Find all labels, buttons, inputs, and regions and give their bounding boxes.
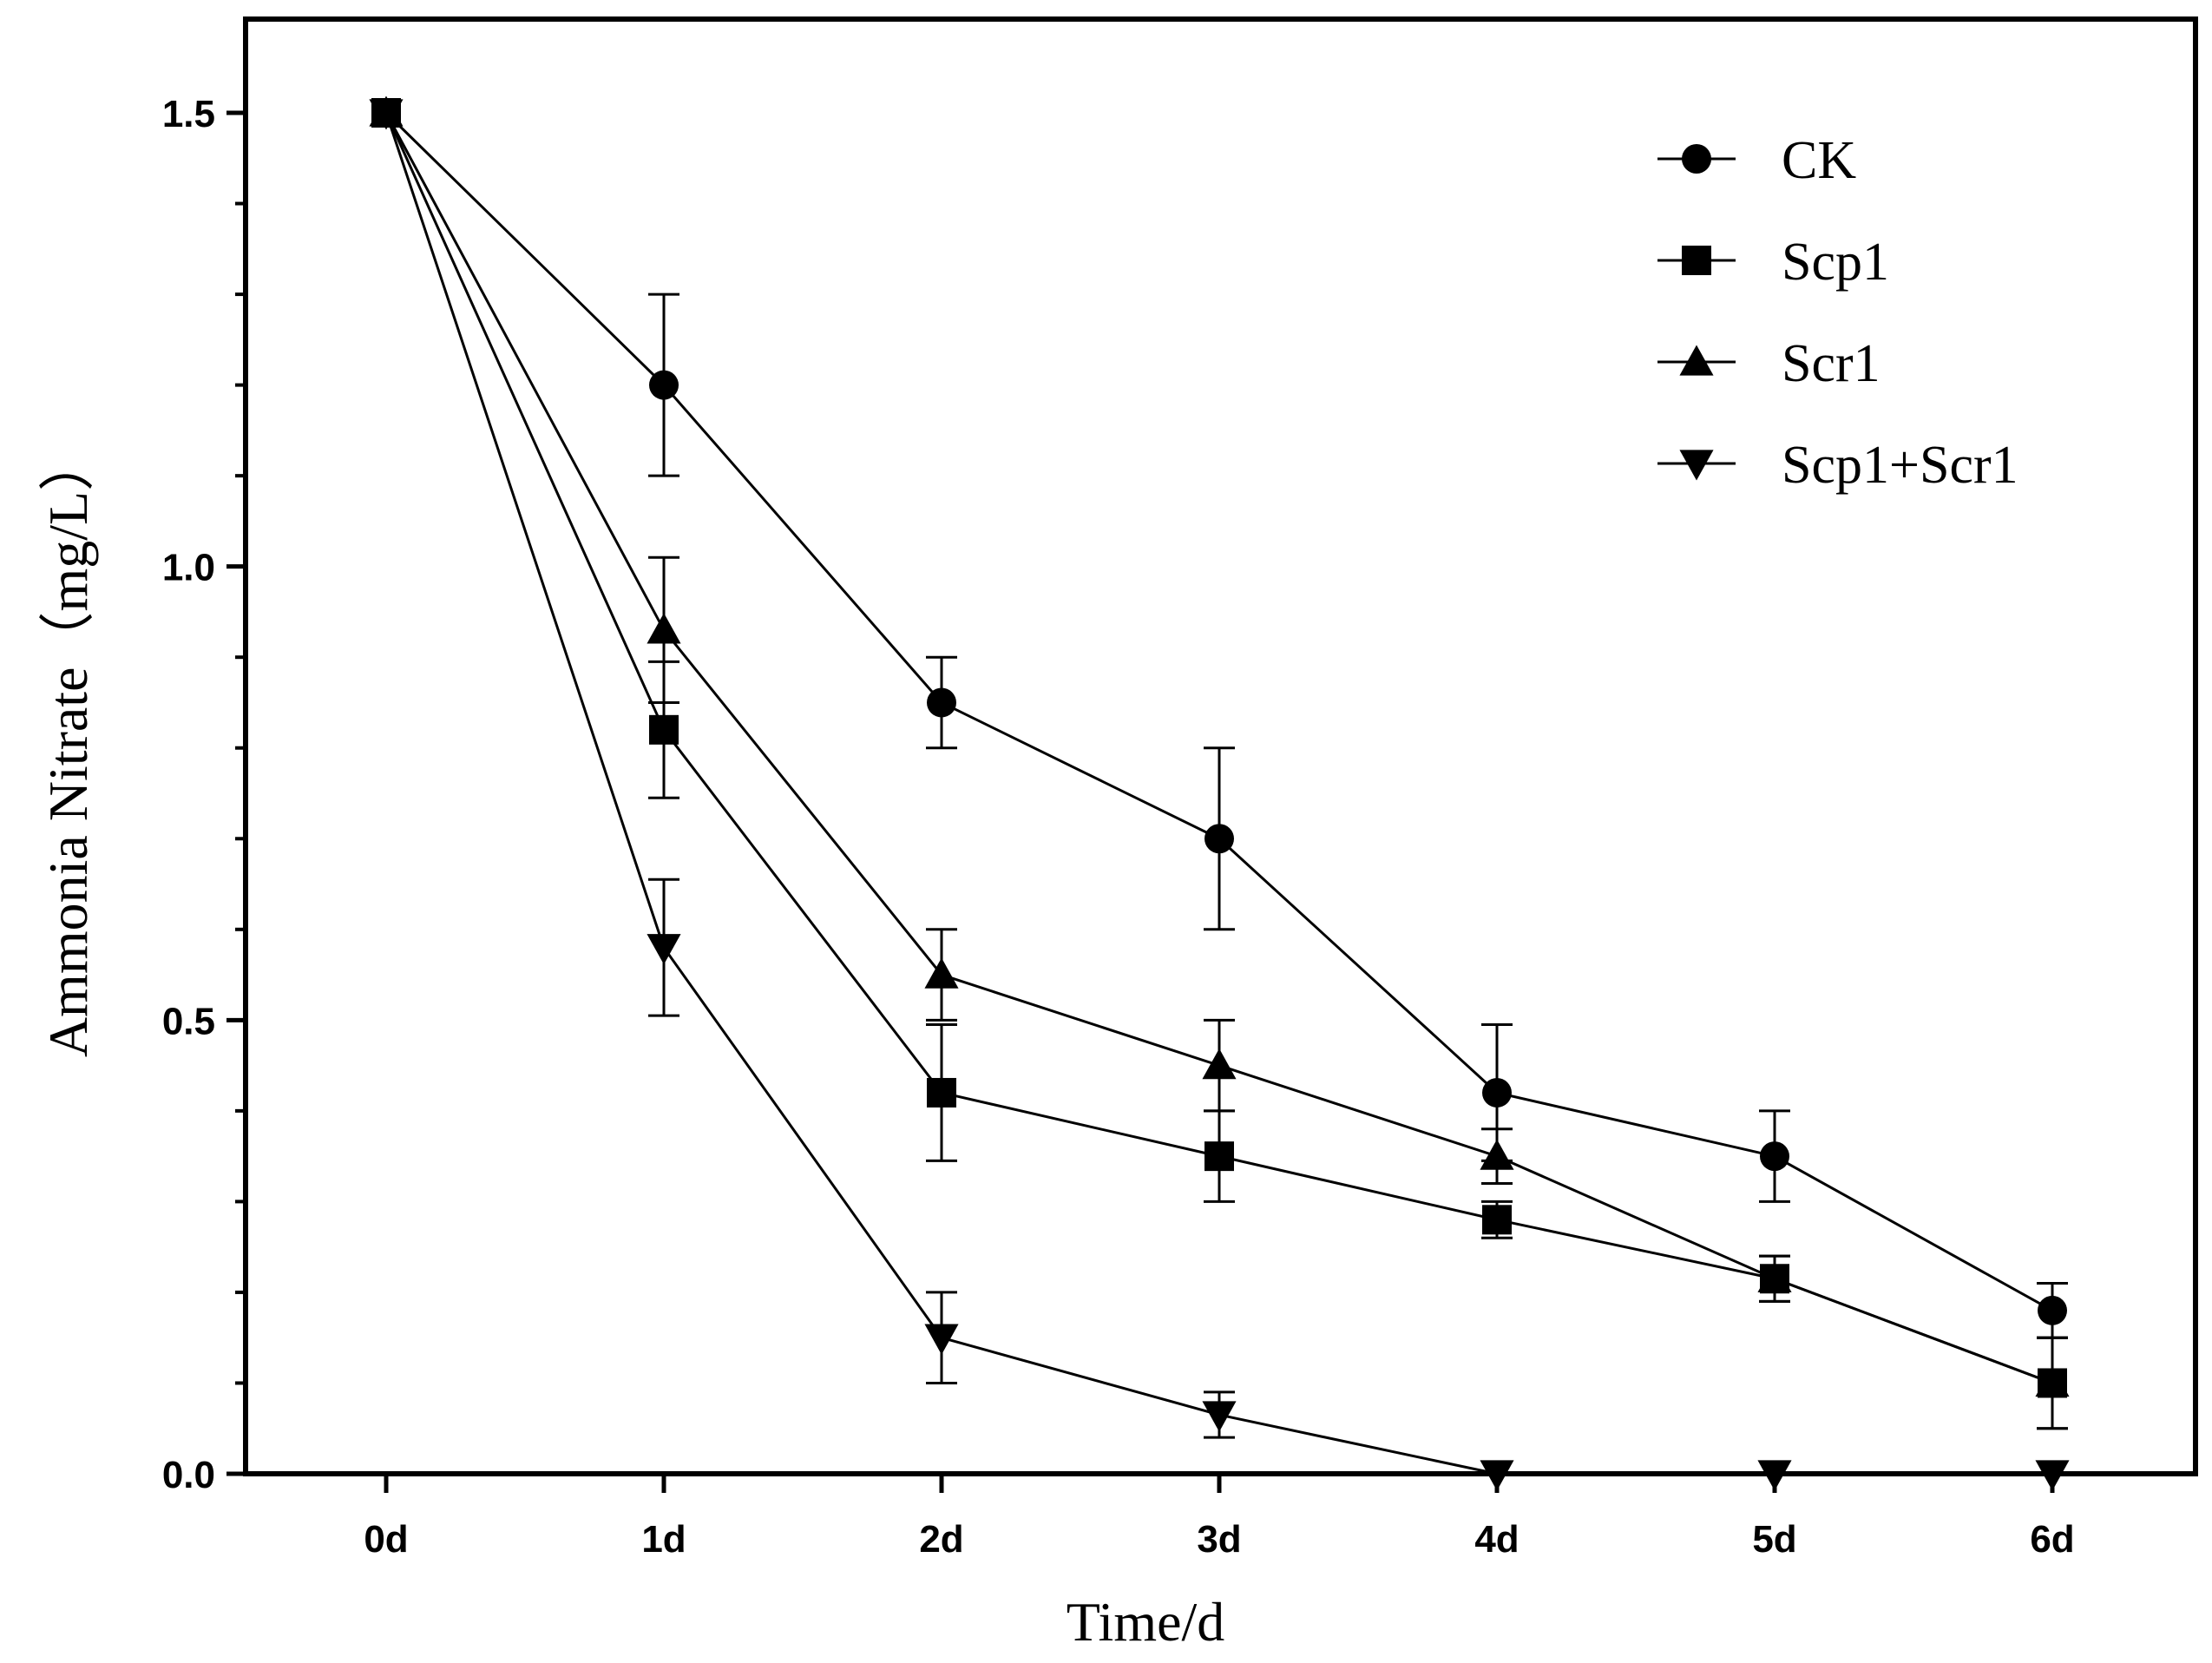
data-point-triangle-up [647, 613, 681, 644]
data-point-triangle-up [2035, 1365, 2070, 1397]
legend-item: Scr1 [1657, 334, 1881, 393]
y-axis-title: Ammonia Nitrate（mg/L） [37, 436, 99, 1057]
legend-label: Scp1 [1782, 233, 1889, 292]
y-tick-label: 1.5 [162, 93, 215, 135]
plot-frame [243, 16, 2198, 1476]
series-scp1-scr1 [369, 99, 2070, 1491]
data-point-circle [1482, 1077, 1512, 1108]
y-tick-label: 0.5 [162, 1000, 215, 1042]
data-point-triangle-up [1679, 345, 1714, 376]
legend-label: CK [1782, 131, 1856, 190]
data-point-triangle-down [1679, 450, 1714, 481]
x-tick-label: 6d [2030, 1518, 2074, 1561]
series-scr1 [369, 95, 2070, 1430]
data-point-circle [927, 687, 956, 718]
legend-item: CK [1657, 131, 1856, 190]
data-point-triangle-down [924, 1324, 959, 1355]
x-tick-label: 1d [641, 1518, 686, 1561]
data-point-triangle-down [647, 934, 681, 965]
data-point-square [649, 714, 679, 745]
data-point-triangle-up [1757, 1261, 1792, 1292]
data-point-triangle-up [1480, 1139, 1514, 1170]
data-point-triangle-down [2035, 1460, 2070, 1491]
y-axis-ticks: 0.0 0.5 1.0 1.5 [162, 93, 246, 1496]
series-layer [369, 95, 2070, 1491]
legend-item: Scp1 [1657, 233, 1889, 292]
y-tick-label: 0.0 [162, 1454, 215, 1496]
data-point-square [1204, 1141, 1234, 1172]
data-point-triangle-down [1202, 1401, 1237, 1432]
data-point-circle [1760, 1141, 1789, 1172]
x-tick-label: 0d [364, 1518, 408, 1561]
legend: CK Scp1 Scr1 Scp1+Scr1 [1657, 131, 2018, 495]
y-tick-label: 1.0 [162, 547, 215, 589]
legend-label: Scp1+Scr1 [1782, 436, 2018, 495]
data-point-circle [1682, 144, 1711, 174]
data-point-triangle-up [1202, 1048, 1237, 1080]
axes [243, 16, 2198, 1476]
legend-item: Scp1+Scr1 [1657, 436, 2018, 495]
x-tick-label: 2d [919, 1518, 963, 1561]
data-point-square [1682, 246, 1711, 275]
data-point-triangle-down [369, 99, 404, 130]
x-tick-label: 4d [1474, 1518, 1519, 1561]
data-point-circle [2038, 1295, 2067, 1325]
data-point-circle [1204, 824, 1234, 854]
data-point-square [1482, 1205, 1512, 1235]
data-point-triangle-up [924, 957, 959, 989]
data-point-triangle-down [1757, 1460, 1792, 1491]
x-tick-label: 5d [1752, 1518, 1796, 1561]
data-point-circle [649, 370, 679, 400]
x-axis-title: Time/d [1067, 1591, 1225, 1653]
x-axis-ticks: 0d 1d 2d 3d 4d 5d 6d [364, 1474, 2075, 1561]
data-point-square [927, 1077, 956, 1108]
x-tick-label: 3d [1197, 1518, 1241, 1561]
series-ck [371, 98, 2068, 1339]
data-point-triangle-down [1480, 1460, 1514, 1491]
legend-label: Scr1 [1782, 334, 1881, 393]
